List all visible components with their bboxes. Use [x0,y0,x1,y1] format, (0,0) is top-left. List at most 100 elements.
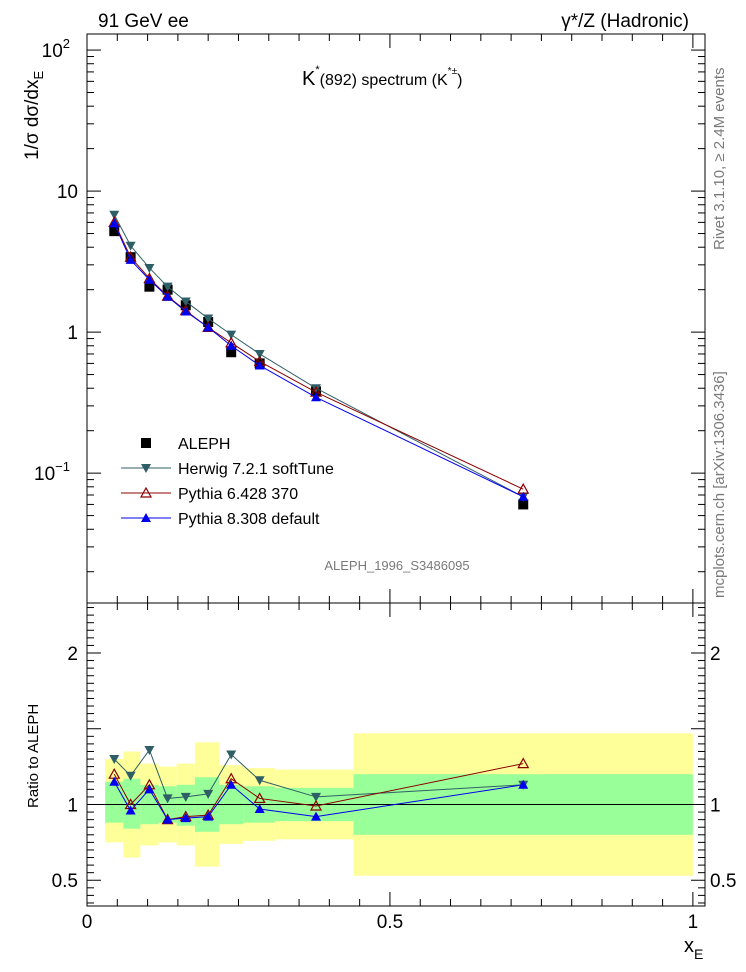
title-mid: (892) spectrum (K [320,72,448,89]
ratio-frame [86,602,706,907]
legend-label: Herwig 7.2.1 softTune [178,461,334,478]
xlabel-main: x [684,935,694,957]
ratio-series-herwig-7-2-1-softtune [109,745,529,804]
ratio-ytick-label-right: 2 [710,644,721,665]
ratio-point [162,794,173,804]
legend-marker [141,438,151,448]
ratio-point [254,776,265,786]
data-point [311,392,322,402]
ratio-series-line [113,763,524,821]
ratio-series-line [113,748,524,799]
chart-title: K*(892) spectrum (K*±) [302,64,462,90]
main-ylabel: 1/σ dσ/dxE [22,71,46,161]
data-point [180,306,191,316]
data-point [203,314,214,324]
ratio-point [226,779,237,789]
data-point [125,241,136,251]
ratio-point [144,745,155,755]
data-point [254,360,265,370]
uncertainty-band-inner [105,781,124,823]
ratio-point [162,814,173,824]
data-point [203,322,214,332]
ratio-point [311,811,322,821]
ratio-point [125,771,136,781]
ratio-point [226,750,237,760]
legend-marker [139,486,153,498]
ratio-ylabel: Ratio to ALEPH [25,704,42,808]
data-point [226,347,237,358]
analysis-watermark: ALEPH_1996_S3486095 [324,558,469,573]
ratio-point [144,784,155,794]
header-right: γ*/Z (Hadronic) [561,11,689,32]
ratio-point [180,792,191,802]
header-left: 91 GeV ee [98,11,189,32]
ratio-point [109,755,120,765]
series-line [113,223,524,498]
ratio-point [203,789,214,799]
data-point [226,330,237,340]
ratio-ytick-label-right: 0.5 [710,871,736,892]
ratio-point [253,792,266,804]
ratio-point [180,813,191,823]
data-point [144,274,155,284]
ratio-panel: 0.5 0.51 12 20 0.5 1 [52,602,736,933]
legend-label: Pythia 8.308 default [178,511,320,528]
side-text-bottom: mcplots.cern.ch [arXiv:1306.3436] [711,371,728,598]
ratio-point [125,805,136,815]
main-ylabel-text: 1/σ dσ/dx [22,79,43,160]
main-ytick-label: 10 [57,182,78,203]
data-point [162,282,173,292]
data-point [311,384,322,394]
data-point [518,491,529,501]
data-point [162,291,173,301]
ratio-ytick-label-left: 1 [67,795,78,816]
series-line [113,214,524,498]
data-point [109,218,120,228]
legend-marker [141,513,151,522]
ratio-point [203,811,214,821]
title-end: ) [457,72,462,89]
data-point [144,263,155,273]
xtick-label: 0.5 [377,912,403,933]
ratio-point [310,799,323,811]
series-pythia-6-428-370 [108,216,530,494]
ratio-series-line [113,781,524,821]
side-text-top: Rivet 3.1.10, ≥ 2.4M events [711,68,728,251]
series-line [113,222,524,490]
legend-marker [141,464,151,473]
title-sup2: *± [448,66,458,77]
title-sup1: * [315,64,320,76]
data-point [254,349,265,359]
data-point [226,340,237,350]
data-point [109,226,120,237]
main-ytick-label: 10−1 [34,459,70,485]
xtick-label: 1 [688,912,699,933]
ratio-ytick-label-left: 2 [67,644,78,665]
xtick-label: 0 [82,912,93,933]
series-herwig-7-2-1-softtune [109,210,529,502]
ratio-point [518,779,529,789]
data-point [109,210,120,220]
legend-label: ALEPH [178,436,230,453]
data-point [144,281,155,292]
main-ytick-label: 1 [67,323,78,344]
main-ylabel-sub: E [31,71,46,80]
title-main: K [302,68,316,90]
ratio-series-pythia-8-308-default [109,776,529,824]
ratio-point [109,776,120,786]
legend-label: Pythia 6.428 370 [178,486,298,503]
main-ytick-label: 102 [42,36,70,62]
xlabel-sub: E [694,946,703,962]
data-point [125,254,136,264]
ratio-ytick-label-left: 0.5 [52,871,78,892]
data-point [518,499,529,510]
ratio-point [254,804,265,814]
uncertainty-band-inner [176,784,195,826]
ratio-point [517,757,530,769]
legend: ALEPH Herwig 7.2.1 softTune Pythia 6.428 3… [121,436,334,528]
data-point [180,297,191,307]
x-axis-label: xE [684,935,703,962]
ratio-point [311,792,322,802]
series-pythia-8-308-default [109,218,529,501]
